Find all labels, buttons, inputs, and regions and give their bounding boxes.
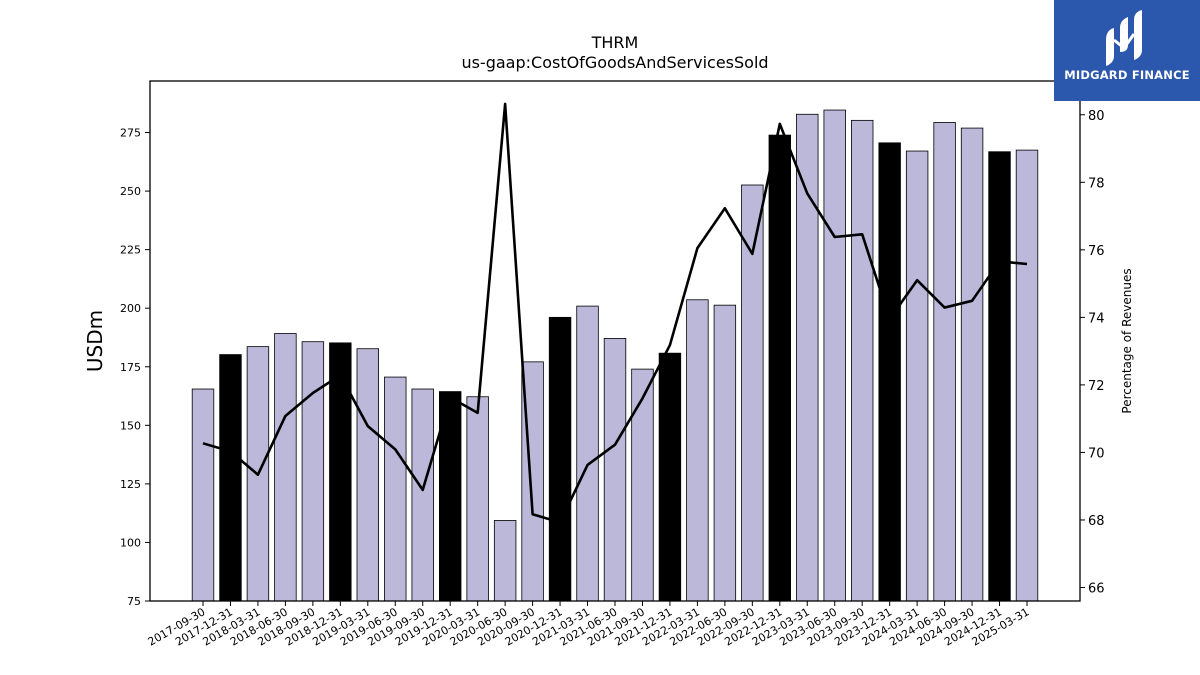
- y2-axis-label: Percentage of Revenues: [1120, 268, 1134, 413]
- bar: [686, 299, 709, 602]
- bar: [741, 184, 764, 602]
- y2-tick-label: 70: [1088, 446, 1105, 461]
- bar: [851, 119, 874, 602]
- bar: [191, 388, 215, 602]
- chart-subtitle: us-gaap:CostOfGoodsAndServicesSold: [461, 53, 768, 72]
- bar: [219, 354, 242, 602]
- y2-tick-label: 66: [1088, 581, 1105, 596]
- bar: [823, 109, 846, 602]
- bar: [988, 151, 1011, 602]
- y-tick-label: 125: [120, 478, 141, 491]
- y-tick-label: 175: [120, 361, 141, 374]
- bar: [796, 113, 819, 602]
- y-axis-label: USDm: [83, 310, 107, 372]
- y-tick-label: 200: [120, 302, 141, 315]
- percentage-line: [202, 102, 1028, 524]
- bar: [274, 333, 297, 602]
- y2-tick-label: 76: [1088, 244, 1105, 259]
- bar: [576, 305, 599, 602]
- y2-tick-label: 78: [1088, 176, 1105, 191]
- bar: [1015, 149, 1039, 602]
- bar: [631, 368, 654, 602]
- bar: [356, 348, 380, 602]
- midgard-finance-logo: MIDGARD FINANCE: [1054, 0, 1200, 101]
- y-tick-label: 250: [120, 185, 141, 198]
- chart-title: THRM: [591, 33, 639, 52]
- y2-tick-label: 80: [1088, 109, 1105, 124]
- brand-name: MIDGARD FINANCE: [1064, 68, 1190, 82]
- midgard-logo-icon: [1106, 10, 1142, 66]
- plot-area: 75 100 125 150 175 200 225 250 275 66 68 70 72 74 76 78…: [120, 80, 1105, 649]
- y-tick-label: 150: [120, 419, 141, 432]
- y-tick-label: 275: [120, 127, 141, 140]
- y2-tick-label: 72: [1088, 379, 1105, 394]
- y-tick-label: 100: [120, 536, 141, 549]
- bar: [905, 150, 929, 602]
- y2-tick-label: 68: [1088, 514, 1105, 529]
- y-tick-label: 225: [120, 244, 141, 257]
- bar: [301, 341, 325, 602]
- y-tick-label: 75: [127, 595, 141, 608]
- bar: [493, 520, 517, 602]
- bar: [713, 304, 737, 602]
- bar: [466, 396, 489, 602]
- y2-tick-label: 74: [1088, 311, 1105, 326]
- bar: [548, 316, 572, 602]
- bar: [384, 376, 407, 602]
- bar: [411, 388, 434, 602]
- bar: [768, 134, 792, 602]
- bar: [933, 122, 956, 602]
- bar: [329, 342, 352, 602]
- bar: [960, 127, 984, 602]
- bar: [603, 338, 627, 602]
- bar: [658, 352, 682, 602]
- bar: [878, 142, 901, 602]
